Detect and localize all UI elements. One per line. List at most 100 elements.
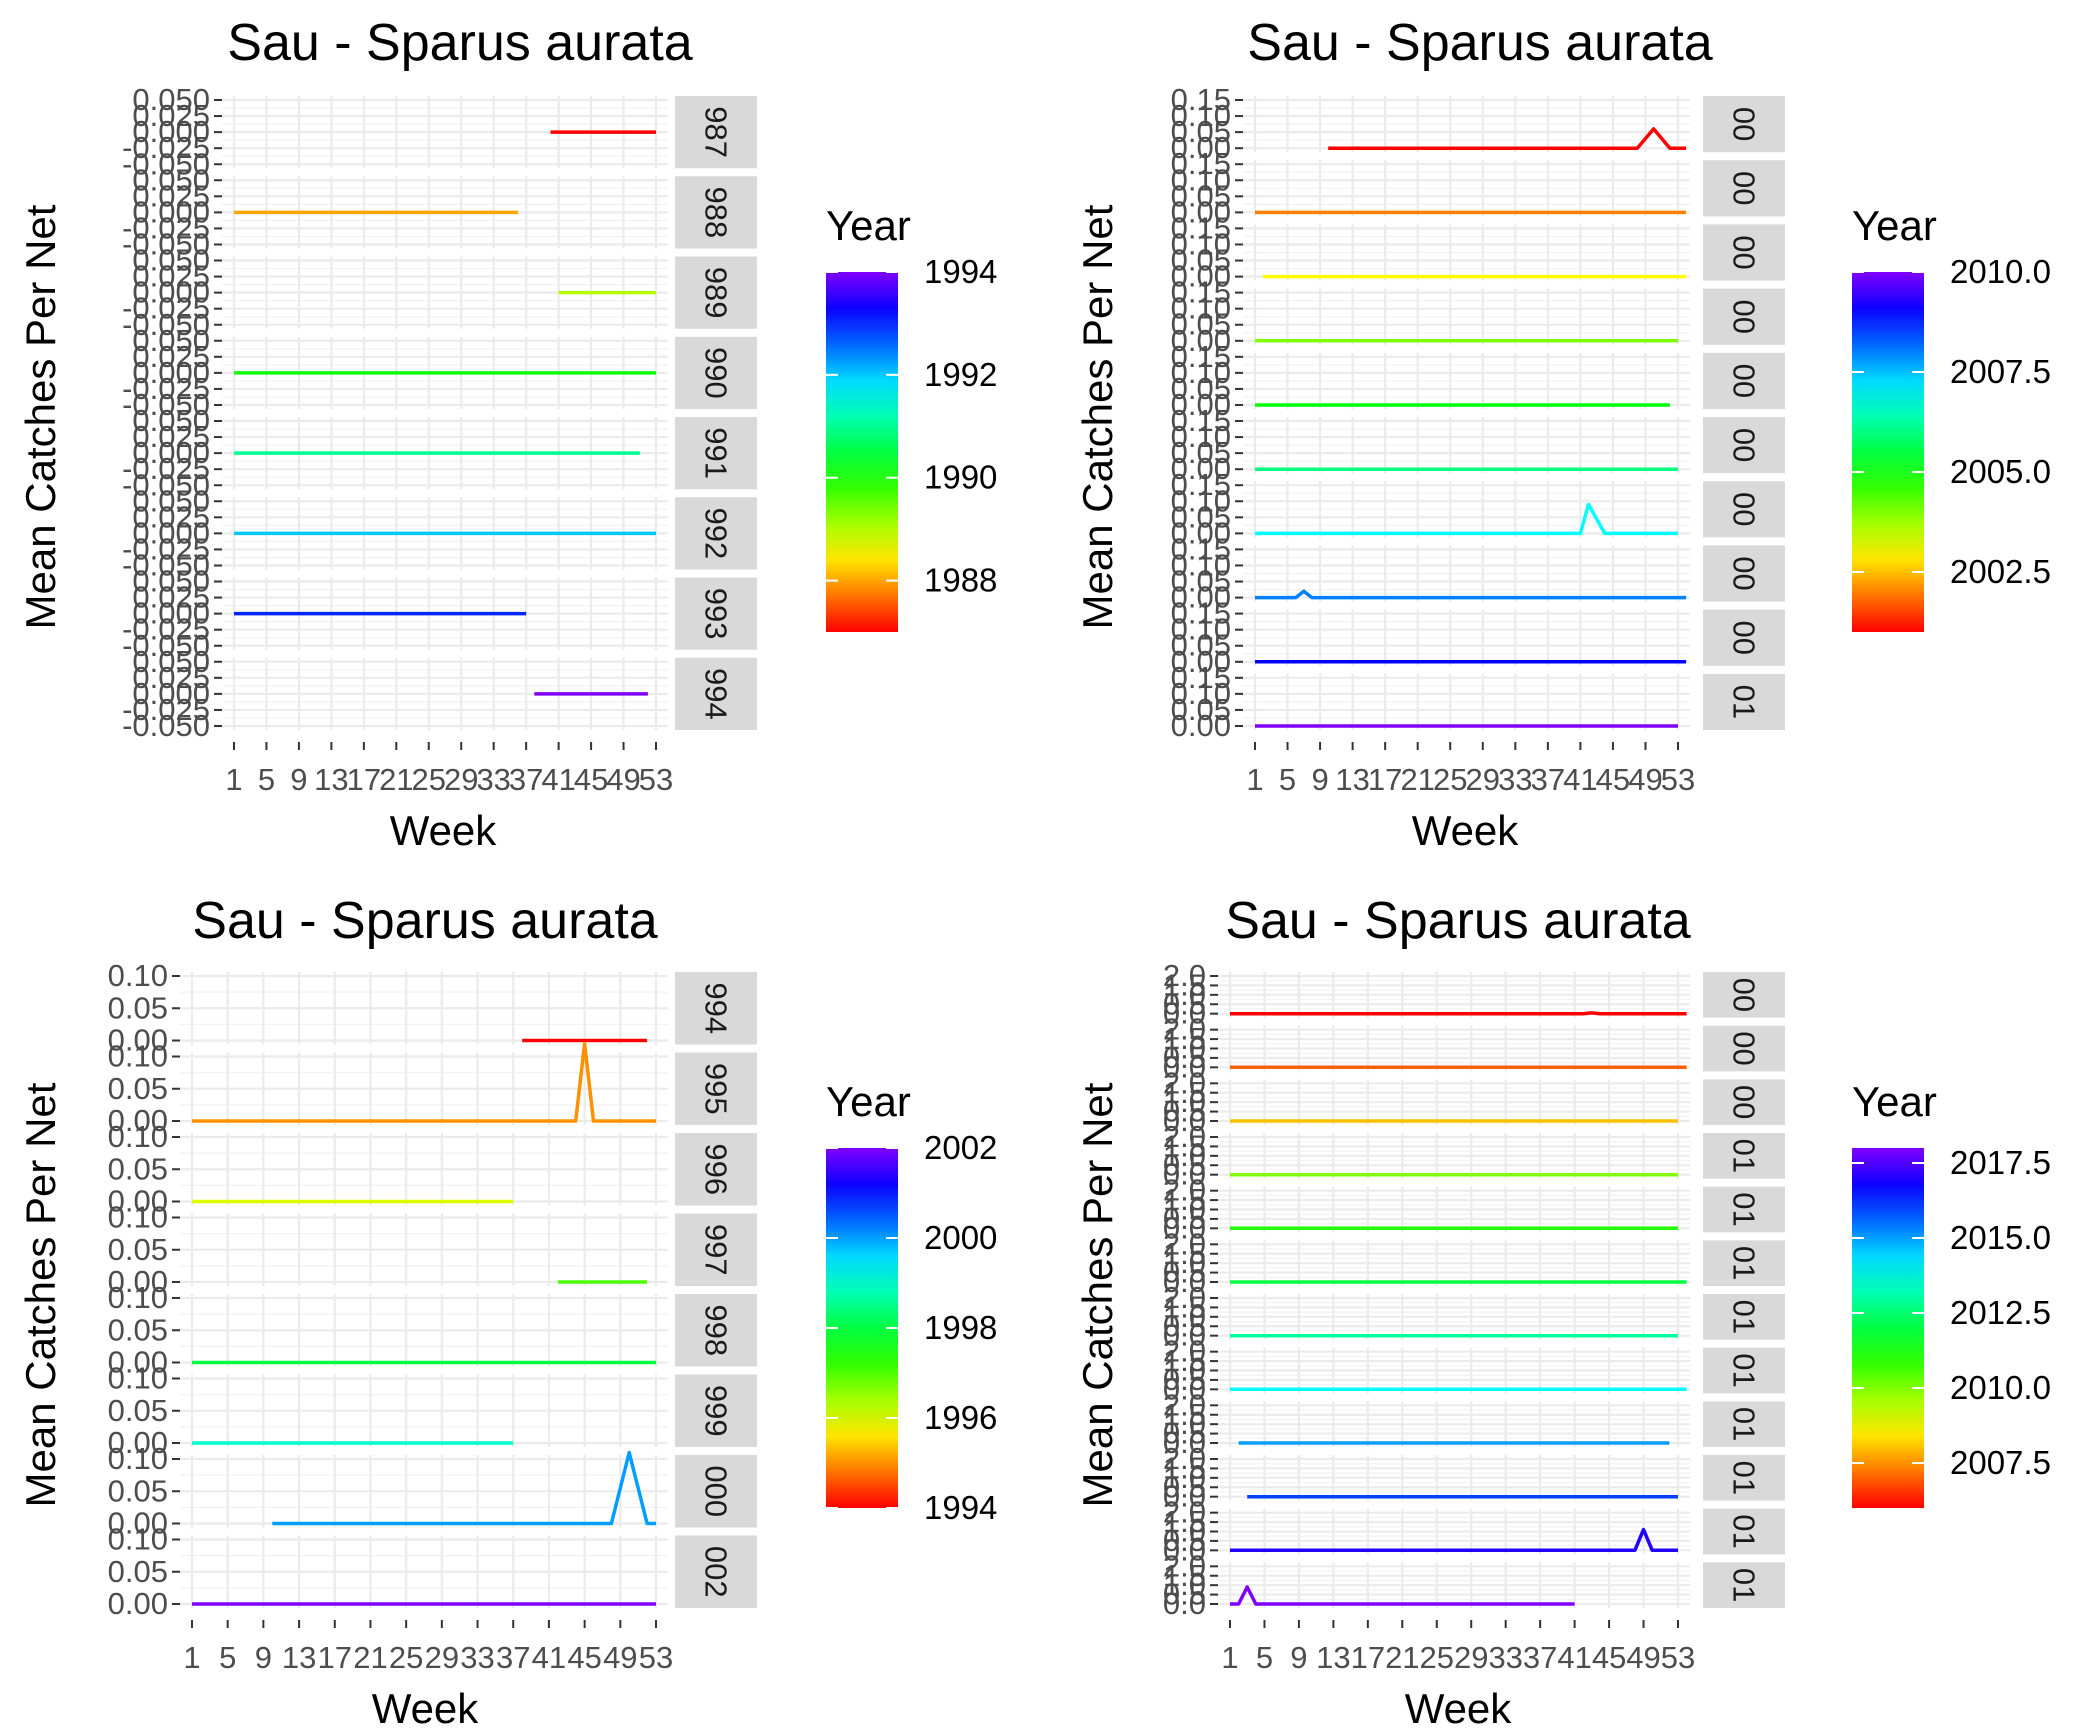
x-tick-label: 45 xyxy=(567,1640,601,1675)
y-tick-label: 0.10 xyxy=(108,1119,168,1154)
y-tick-label: 0.025 xyxy=(132,98,210,133)
facet-strip xyxy=(1703,1079,1785,1125)
facet-strip xyxy=(1703,972,1785,1018)
y-tick-label: 0.05 xyxy=(1171,243,1231,278)
y-tick-label: 0.00 xyxy=(108,1425,168,1460)
x-axis-title: Week xyxy=(1412,807,1520,854)
y-tick-label: 0.05 xyxy=(108,990,168,1025)
y-tick-label: 0.000 xyxy=(132,275,210,310)
y-tick-label: 1.0 xyxy=(1163,1138,1206,1173)
facet-panel: 0.00.51.01.52.0 01 xyxy=(1163,1119,1785,1192)
y-tick-label: -0.025 xyxy=(122,371,210,406)
facet-strip xyxy=(675,1374,757,1447)
legend-tick-label: 2007.5 xyxy=(1950,1444,2051,1481)
y-tick-label: 0.00 xyxy=(1171,451,1231,486)
y-tick-label: 0.15 xyxy=(1171,596,1231,631)
y-tick-label: 2.0 xyxy=(1163,958,1206,993)
x-tick-label: 37 xyxy=(1531,762,1565,797)
series-line-2008 xyxy=(1255,589,1687,600)
y-tick-label: 0.05 xyxy=(1171,692,1231,727)
y-tick-label: 0.0 xyxy=(1163,1425,1206,1460)
facet-panel: 0.000.050.100.15 00 xyxy=(1171,82,1785,165)
x-tick-label: 21 xyxy=(353,1640,387,1675)
facet-panel: 0.000.050.10 000 xyxy=(108,1441,757,1541)
series-line-2018 xyxy=(1230,1585,1575,1606)
x-tick-label: 17 xyxy=(1368,762,1402,797)
y-tick-label: 0.10 xyxy=(1171,226,1231,261)
y-tick-label: 0.000 xyxy=(132,435,210,470)
y-tick-label: -0.050 xyxy=(122,467,210,502)
y-tick-label: 0.10 xyxy=(108,958,168,993)
x-tick-label: 49 xyxy=(1628,762,1662,797)
facet-strip xyxy=(1703,481,1785,538)
legend-tick-label: 2005.0 xyxy=(1950,453,2051,490)
y-tick-label: 0.10 xyxy=(108,1280,168,1315)
legend-colorbar xyxy=(1852,272,1924,632)
x-tick-label: 13 xyxy=(1316,1640,1350,1675)
x-tick-label: 25 xyxy=(412,762,446,797)
y-tick-label: 1.5 xyxy=(1163,1343,1206,1378)
facet-strip xyxy=(675,1535,757,1608)
y-tick-label: -0.050 xyxy=(122,146,210,181)
y-tick-label: 1.5 xyxy=(1163,1236,1206,1271)
y-tick-label: 0.10 xyxy=(1171,355,1231,390)
y-tick-label: 0.10 xyxy=(108,1522,168,1557)
y-tick-label: 0.10 xyxy=(1171,291,1231,326)
x-tick-label: 9 xyxy=(1311,762,1328,797)
y-tick-label: 0.5 xyxy=(1163,1201,1206,1236)
y-tick-label: 0.05 xyxy=(1171,628,1231,663)
facet-strip xyxy=(1703,609,1785,666)
facet-strip-label: 00 xyxy=(1727,978,1762,1012)
facet-strip-label: 991 xyxy=(699,427,734,479)
y-tick-label: 0.050 xyxy=(132,243,210,278)
y-tick-label: 0.0 xyxy=(1163,996,1206,1031)
y-tick-label: 1.0 xyxy=(1163,1406,1206,1441)
x-tick-label: 49 xyxy=(606,762,640,797)
x-tick-label: 17 xyxy=(318,1640,352,1675)
facet-strip xyxy=(675,577,757,650)
facet-strip-label: 999 xyxy=(699,1385,734,1437)
y-tick-label: 0.00 xyxy=(1171,708,1231,743)
y-tick-label: 1.0 xyxy=(1163,1245,1206,1280)
facet-panel: 0.000.050.100.15 00 xyxy=(1171,339,1785,422)
facet-strip xyxy=(675,657,757,730)
facet-strip xyxy=(675,497,757,570)
facet-strip-label: 992 xyxy=(699,508,734,560)
y-tick-label: 0.5 xyxy=(1163,1040,1206,1075)
y-tick-label: -0.050 xyxy=(122,227,210,262)
legend-colorbar xyxy=(1852,1148,1924,1508)
y-tick-label: 0.00 xyxy=(1171,580,1231,615)
facet-strip xyxy=(675,96,757,169)
x-tick-label: 9 xyxy=(255,1640,272,1675)
y-tick-label: 1.5 xyxy=(1163,1182,1206,1217)
y-tick-label: 0.025 xyxy=(132,499,210,534)
x-tick-label: 29 xyxy=(1466,762,1500,797)
chart-3: Sau - Sparus aurata0.000.050.109940.000.… xyxy=(17,892,997,1732)
x-tick-label: 1 xyxy=(225,762,242,797)
y-tick-label: 2.0 xyxy=(1163,1280,1206,1315)
y-tick-label: 0.00 xyxy=(1171,194,1231,229)
y-tick-label: 1.5 xyxy=(1163,1558,1206,1593)
y-tick-label: 0.15 xyxy=(1171,467,1231,502)
y-tick-label: 0.00 xyxy=(108,1184,168,1219)
y-tick-label: 0.05 xyxy=(108,1232,168,1267)
y-tick-label: 0.10 xyxy=(108,1361,168,1396)
legend-tick-label: 1990 xyxy=(924,459,997,496)
facet-strip-label: 01 xyxy=(1727,1461,1762,1495)
y-tick-label: 0.025 xyxy=(132,259,210,294)
facet-strip-label: 01 xyxy=(1727,685,1762,719)
y-tick-label: 0.15 xyxy=(1171,146,1231,181)
x-tick-label: 21 xyxy=(1385,1640,1419,1675)
x-tick-label: 25 xyxy=(389,1640,423,1675)
y-tick-label: 0.050 xyxy=(132,323,210,358)
legend: Year 2002.5 2005.0 2007.5 2010.0 xyxy=(1852,202,2051,632)
facet-panel: 0.000.050.100.15 00 xyxy=(1171,403,1785,486)
facet-strip-label: 00 xyxy=(1727,428,1762,462)
facet-panel: 0.000.050.100.15 00 xyxy=(1171,531,1785,615)
facet-strip-label: 996 xyxy=(699,1143,734,1195)
facet-panel: 0.000.050.10 998 xyxy=(108,1280,757,1380)
facet-strip-label: 994 xyxy=(699,982,734,1034)
y-tick-label: 2.0 xyxy=(1163,1226,1206,1261)
